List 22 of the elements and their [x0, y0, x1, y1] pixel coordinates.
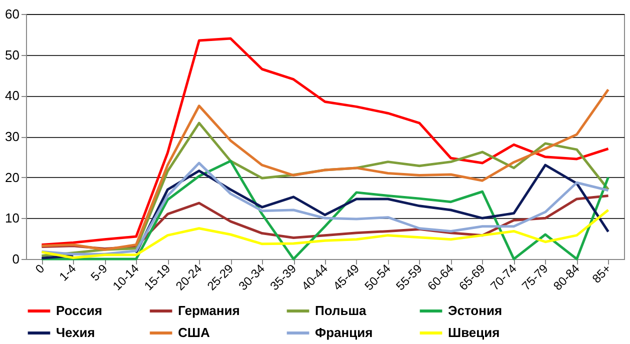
x-tick-label: 0	[32, 261, 48, 276]
line-series	[40, 208, 610, 260]
y-tick-label: 10	[5, 210, 20, 226]
legend-label: Франция	[315, 325, 373, 340]
legend-label: Чехия	[56, 325, 95, 340]
line-series	[40, 37, 610, 246]
y-tick-label: 40	[5, 88, 20, 104]
legend-label: Россия	[56, 303, 102, 318]
legend-label: Германия	[178, 303, 240, 318]
legend-label: Швеция	[448, 325, 500, 340]
x-tick-label: 85+	[589, 262, 614, 286]
y-tick-label: 30	[5, 129, 20, 144]
legend-label: США	[178, 325, 210, 340]
x-tick-label: 5-9	[88, 261, 110, 284]
y-tick-label: 20	[5, 170, 20, 185]
y-tick-label: 0	[12, 252, 20, 266]
y-tick-label: 50	[5, 47, 20, 62]
legend-label: Польша	[315, 303, 368, 318]
y-tick-label: 60	[5, 6, 20, 22]
line-series	[40, 88, 610, 251]
legend-label: Эстония	[448, 303, 502, 318]
x-tick-label: 1-4	[56, 261, 79, 284]
